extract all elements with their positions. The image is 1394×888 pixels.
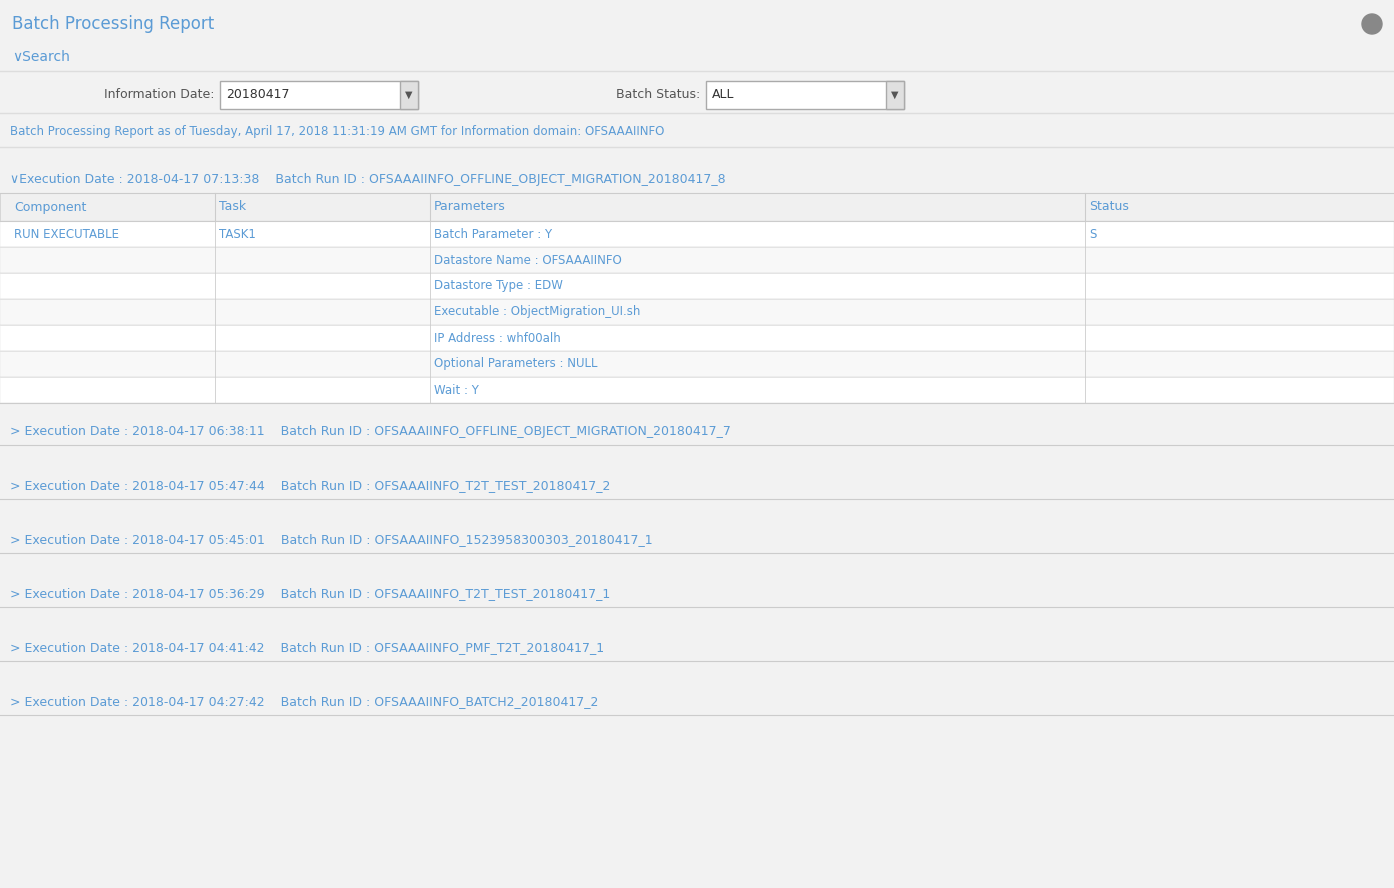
Circle shape <box>1362 14 1381 34</box>
Bar <box>0 221 1394 247</box>
Text: Datastore Name : OFSAAAIINFO: Datastore Name : OFSAAAIINFO <box>434 253 622 266</box>
Text: > Execution Date : 2018-04-17 05:47:44    Batch Run ID : OFSAAAIINFO_T2T_TEST_20: > Execution Date : 2018-04-17 05:47:44 B… <box>10 480 611 493</box>
Bar <box>0 167 1394 193</box>
Bar <box>705 81 903 109</box>
Text: Batch Processing Report as of Tuesday, April 17, 2018 11:31:19 AM GMT for Inform: Batch Processing Report as of Tuesday, A… <box>10 124 665 138</box>
Bar <box>0 527 1394 553</box>
Text: IP Address : whf00alh: IP Address : whf00alh <box>434 331 560 345</box>
Text: Information Date:: Information Date: <box>105 89 215 101</box>
Bar <box>400 81 418 109</box>
Bar <box>0 377 1394 403</box>
Text: Executable : ObjectMigration_UI.sh: Executable : ObjectMigration_UI.sh <box>434 305 640 319</box>
Bar <box>0 247 1394 273</box>
Text: > Execution Date : 2018-04-17 06:38:11    Batch Run ID : OFSAAAIINFO_OFFLINE_OBJ: > Execution Date : 2018-04-17 06:38:11 B… <box>10 425 730 439</box>
Text: Datastore Type : EDW: Datastore Type : EDW <box>434 280 563 292</box>
Text: ▼: ▼ <box>891 90 899 100</box>
Bar <box>220 81 418 109</box>
Bar <box>0 193 1394 221</box>
Bar <box>0 689 1394 715</box>
Text: > Execution Date : 2018-04-17 05:45:01    Batch Run ID : OFSAAAIINFO_15239583003: > Execution Date : 2018-04-17 05:45:01 B… <box>10 534 652 546</box>
Text: Batch Parameter : Y: Batch Parameter : Y <box>434 227 552 241</box>
Bar <box>0 473 1394 499</box>
Text: Status: Status <box>1089 201 1129 213</box>
Text: ∨Search: ∨Search <box>13 50 70 64</box>
Text: 20180417: 20180417 <box>226 89 290 101</box>
Text: ▼: ▼ <box>406 90 413 100</box>
Text: Wait : Y: Wait : Y <box>434 384 480 397</box>
Text: TASK1: TASK1 <box>219 227 256 241</box>
Bar <box>0 299 1394 325</box>
Text: > Execution Date : 2018-04-17 05:36:29    Batch Run ID : OFSAAAIINFO_T2T_TEST_20: > Execution Date : 2018-04-17 05:36:29 B… <box>10 588 611 600</box>
Bar <box>0 635 1394 661</box>
Text: ?: ? <box>1369 19 1374 29</box>
Text: Parameters: Parameters <box>434 201 506 213</box>
Bar <box>0 351 1394 377</box>
Text: Batch Status:: Batch Status: <box>616 89 700 101</box>
Text: Batch Processing Report: Batch Processing Report <box>13 15 215 33</box>
Text: Task: Task <box>219 201 247 213</box>
Text: ∨Execution Date : 2018-04-17 07:13:38    Batch Run ID : OFSAAAIINFO_OFFLINE_OBJE: ∨Execution Date : 2018-04-17 07:13:38 Ba… <box>10 173 726 186</box>
Text: S: S <box>1089 227 1096 241</box>
Bar <box>0 273 1394 299</box>
Text: > Execution Date : 2018-04-17 04:41:42    Batch Run ID : OFSAAAIINFO_PMF_T2T_201: > Execution Date : 2018-04-17 04:41:42 B… <box>10 641 604 654</box>
Text: > Execution Date : 2018-04-17 04:27:42    Batch Run ID : OFSAAAIINFO_BATCH2_2018: > Execution Date : 2018-04-17 04:27:42 B… <box>10 695 598 709</box>
Bar <box>887 81 903 109</box>
Text: ALL: ALL <box>712 89 735 101</box>
Text: Component: Component <box>14 201 86 213</box>
Bar <box>0 325 1394 351</box>
Text: Optional Parameters : NULL: Optional Parameters : NULL <box>434 358 598 370</box>
Bar <box>0 581 1394 607</box>
Text: RUN EXECUTABLE: RUN EXECUTABLE <box>14 227 118 241</box>
Bar <box>0 419 1394 445</box>
